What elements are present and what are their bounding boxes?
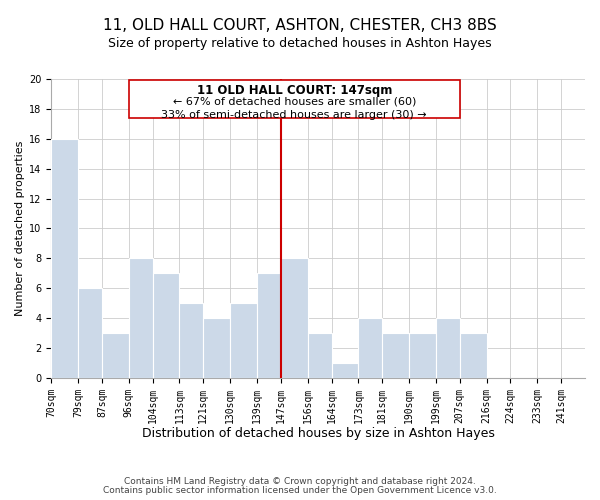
Text: 33% of semi-detached houses are larger (30) →: 33% of semi-detached houses are larger (… (161, 110, 427, 120)
Bar (281, 258, 308, 378)
Bar (358, 318, 382, 378)
Text: Size of property relative to detached houses in Ashton Hayes: Size of property relative to detached ho… (108, 38, 492, 51)
Bar (203, 318, 230, 378)
Bar (51, 139, 78, 378)
X-axis label: Distribution of detached houses by size in Ashton Hayes: Distribution of detached houses by size … (142, 427, 494, 440)
Bar (409, 333, 436, 378)
Bar (257, 274, 281, 378)
Bar (332, 363, 358, 378)
Text: Contains HM Land Registry data © Crown copyright and database right 2024.: Contains HM Land Registry data © Crown c… (124, 477, 476, 486)
Bar (78, 288, 102, 378)
Bar (102, 333, 129, 378)
Bar (129, 258, 152, 378)
Text: Contains public sector information licensed under the Open Government Licence v3: Contains public sector information licen… (103, 486, 497, 495)
Bar (230, 303, 257, 378)
Text: 11 OLD HALL COURT: 147sqm: 11 OLD HALL COURT: 147sqm (197, 84, 392, 97)
Y-axis label: Number of detached properties: Number of detached properties (15, 140, 25, 316)
Bar (460, 333, 487, 378)
Bar (179, 303, 203, 378)
Text: ← 67% of detached houses are smaller (60): ← 67% of detached houses are smaller (60… (173, 97, 416, 107)
FancyBboxPatch shape (129, 80, 460, 118)
Bar (436, 318, 460, 378)
Bar (152, 274, 179, 378)
Bar (308, 333, 332, 378)
Text: 11, OLD HALL COURT, ASHTON, CHESTER, CH3 8BS: 11, OLD HALL COURT, ASHTON, CHESTER, CH3… (103, 18, 497, 32)
Bar (382, 333, 409, 378)
